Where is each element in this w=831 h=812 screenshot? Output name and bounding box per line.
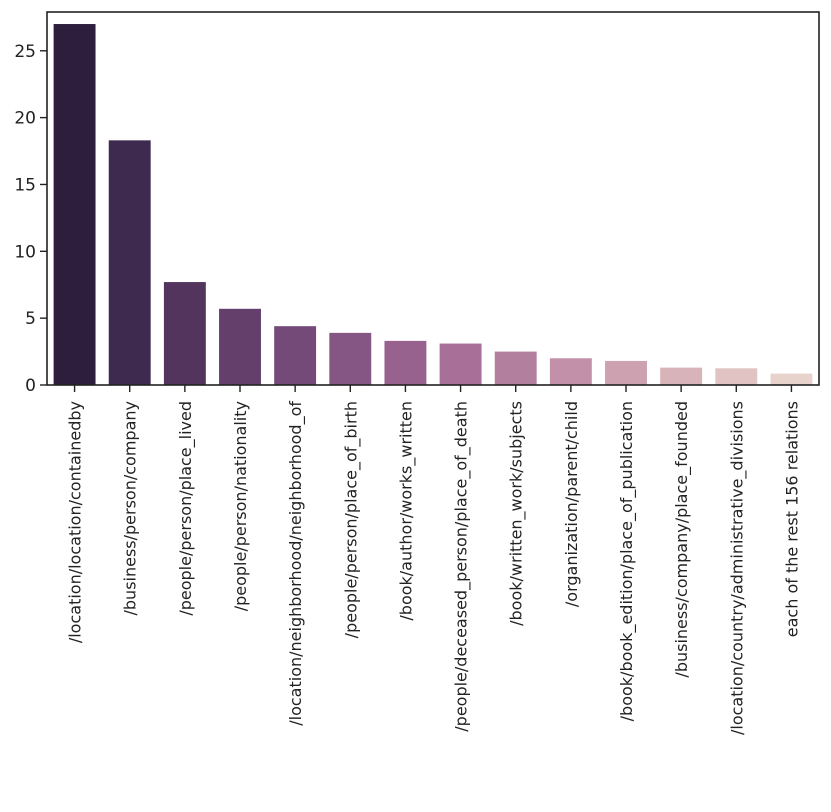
x-tick-label-2: /people/person/place_lived	[176, 401, 196, 616]
x-tick-label-0: /location/location/containedby	[66, 401, 85, 643]
x-tick-label-8: /book/written_work/subjects	[507, 401, 527, 626]
bar-10	[605, 360, 647, 385]
x-tick-label-10: /book/book_edition/place_of_publication	[617, 401, 637, 721]
bar-4	[274, 326, 317, 385]
x-tick-label-11: /business/company/place_founded	[672, 401, 692, 678]
plot-frame	[46, 11, 820, 386]
x-tick-label-4: /location/neighborhood/neighborhood_of	[286, 401, 306, 726]
bar-1	[108, 140, 151, 385]
bar-7	[439, 343, 482, 385]
x-tick-label-13: each of the rest 156 relations	[782, 401, 801, 637]
x-tick-label-3: /people/person/nationality	[231, 401, 250, 611]
bar-5	[329, 332, 372, 385]
bar-3	[219, 308, 261, 385]
y-tick-label-4: 20	[14, 109, 36, 129]
bar-9	[549, 358, 592, 385]
x-tick-label-12: /location/country/administrative_divisio…	[727, 401, 747, 735]
x-tick-label-9: /organization/parent/child	[562, 401, 581, 607]
bar-6	[384, 340, 427, 385]
x-tick-label-1: /business/person/company	[121, 401, 140, 616]
bar-2	[163, 282, 206, 385]
x-tick-label-6: /book/author/works_written	[396, 401, 416, 621]
y-axis: 0 5 10 15 20 25	[14, 42, 47, 396]
bar-12	[715, 368, 758, 385]
x-axis: /location/location/containedby/business/…	[66, 385, 801, 735]
bars-layer	[53, 24, 813, 386]
bar-13	[770, 373, 813, 385]
y-tick-label-0: 0	[25, 376, 36, 396]
x-tick-label-7: /people/deceased_person/place_of_death	[452, 401, 472, 732]
bar-8	[494, 351, 537, 385]
bar-0	[53, 24, 96, 386]
y-tick-label-2: 10	[14, 242, 36, 262]
y-tick-label-3: 15	[14, 175, 36, 195]
y-tick-label-1: 5	[25, 309, 36, 329]
bar-11	[660, 367, 703, 385]
y-tick-label-5: 25	[14, 42, 36, 62]
x-tick-label-5: /people/person/place_of_birth	[341, 401, 361, 638]
